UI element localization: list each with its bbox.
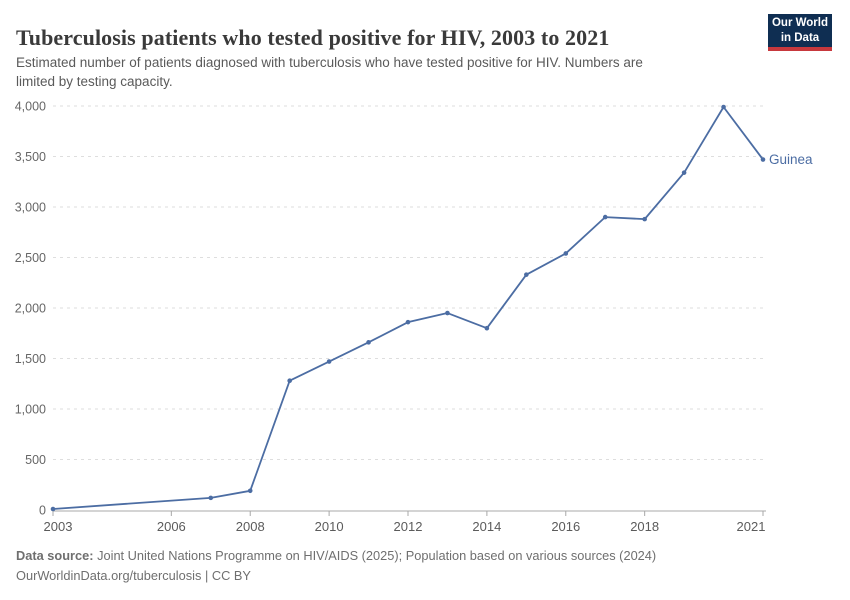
x-tick-label: 2003 [44, 519, 73, 534]
data-point-marker[interactable] [602, 214, 608, 220]
x-tick-label: 2014 [472, 519, 501, 534]
data-point-marker[interactable] [247, 488, 253, 494]
data-source-label: Data source: [16, 548, 94, 563]
chart-title: Tuberculosis patients who tested positiv… [16, 24, 610, 50]
data-point-marker[interactable] [563, 251, 569, 256]
y-tick-label: 0 [39, 504, 46, 518]
entity-label[interactable]: Guinea [769, 152, 813, 167]
y-tick-label: 3,500 [15, 150, 46, 164]
data-point-marker[interactable] [445, 310, 450, 316]
x-tick-label: 2012 [394, 519, 423, 534]
x-tick-label: 2010 [315, 519, 344, 534]
x-tick-label: 2008 [236, 519, 265, 534]
chart-subtitle: Estimated number of patients diagnosed w… [16, 53, 736, 91]
data-line[interactable] [52, 106, 764, 510]
data-point-marker[interactable] [405, 319, 411, 325]
data-point-marker[interactable] [287, 378, 292, 384]
owid-logo[interactable]: Our World in Data [768, 14, 832, 51]
data-point-marker[interactable] [681, 170, 687, 175]
x-tick-label: 2021 [737, 519, 766, 534]
chart-subtitle-line2: limited by testing capacity. [16, 74, 173, 90]
license-line: OurWorldinData.org/tuberculosis | CC BY [16, 568, 251, 584]
owid-logo-line1: Our World [771, 17, 828, 30]
y-tick-label: 2,000 [15, 302, 46, 316]
owid-logo-line2: in Data [780, 31, 820, 44]
y-tick-label: 500 [25, 453, 46, 467]
x-tick-label: 2016 [551, 519, 580, 534]
chart-subtitle-line1: Estimated number of patients diagnosed w… [16, 55, 643, 70]
data-point-marker[interactable] [484, 325, 490, 331]
data-point-marker[interactable] [208, 495, 214, 501]
x-tick-label: 2018 [630, 519, 659, 534]
chart-footer: Data source: Joint United Nations Progra… [16, 546, 816, 587]
y-tick-label: 4,000 [15, 100, 46, 114]
y-tick-label: 3,000 [15, 201, 46, 215]
x-tick-label: 2006 [157, 519, 186, 534]
data-point-marker[interactable] [50, 506, 56, 512]
data-point-marker[interactable] [721, 104, 726, 110]
data-point-marker[interactable] [760, 157, 766, 162]
y-tick-label: 1,000 [15, 403, 46, 417]
data-point-marker[interactable] [524, 272, 529, 277]
y-tick-label: 1,500 [15, 352, 46, 366]
data-point-marker[interactable] [326, 359, 332, 364]
data-source-text: Joint United Nations Programme on HIV/AI… [93, 548, 657, 563]
data-point-marker[interactable] [642, 216, 647, 222]
y-tick-label: 2,500 [15, 251, 46, 265]
line-chart: 0 500 1,000 1,500 2,000 2,500 3,000 3,500 4,000 2… [15, 100, 813, 535]
data-source-line: Data source: Joint United Nations Progra… [16, 546, 816, 566]
data-point-marker[interactable] [366, 340, 371, 345]
